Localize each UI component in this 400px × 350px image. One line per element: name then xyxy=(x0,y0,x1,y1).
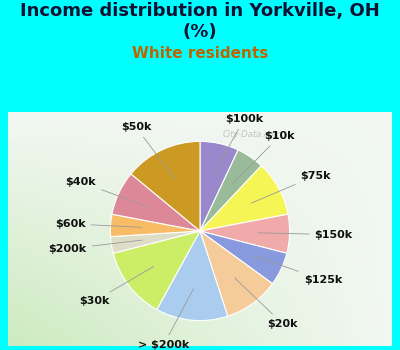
Wedge shape xyxy=(110,214,200,237)
Text: $10k: $10k xyxy=(233,131,295,183)
Text: $30k: $30k xyxy=(79,266,154,306)
Wedge shape xyxy=(200,231,287,284)
Text: $40k: $40k xyxy=(66,177,147,206)
Text: $75k: $75k xyxy=(251,171,331,203)
Wedge shape xyxy=(200,166,288,231)
Wedge shape xyxy=(200,150,261,231)
Text: $200k: $200k xyxy=(48,240,142,254)
Wedge shape xyxy=(200,214,290,253)
Text: Income distribution in Yorkville, OH: Income distribution in Yorkville, OH xyxy=(20,2,380,20)
Wedge shape xyxy=(113,231,200,309)
Text: > $200k: > $200k xyxy=(138,289,194,350)
Wedge shape xyxy=(112,174,200,231)
Text: City-Data.com: City-Data.com xyxy=(222,130,282,139)
Text: $125k: $125k xyxy=(253,256,342,285)
Text: White residents: White residents xyxy=(132,46,268,61)
Wedge shape xyxy=(131,141,200,231)
Wedge shape xyxy=(157,231,228,321)
Wedge shape xyxy=(110,231,200,253)
Text: $20k: $20k xyxy=(235,278,298,329)
Wedge shape xyxy=(200,231,272,316)
Text: $50k: $50k xyxy=(121,122,175,178)
Text: $150k: $150k xyxy=(258,230,353,240)
Text: $100k: $100k xyxy=(214,114,263,174)
Text: $60k: $60k xyxy=(55,219,142,229)
Text: (%): (%) xyxy=(183,23,217,41)
Wedge shape xyxy=(200,141,238,231)
